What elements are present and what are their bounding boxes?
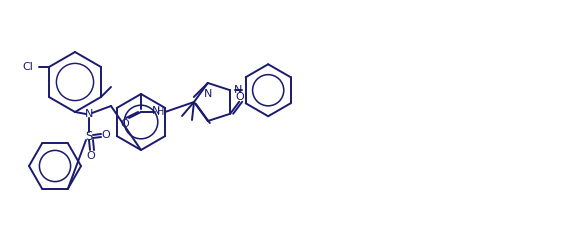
Text: N: N xyxy=(234,85,243,95)
Text: S: S xyxy=(85,129,93,143)
Text: O: O xyxy=(87,151,96,161)
Text: O: O xyxy=(120,119,129,129)
Text: O: O xyxy=(236,92,244,102)
Text: O: O xyxy=(102,130,111,140)
Text: N: N xyxy=(152,106,160,116)
Text: H: H xyxy=(157,107,164,117)
Text: N: N xyxy=(85,109,93,119)
Text: N: N xyxy=(204,89,212,99)
Text: Cl: Cl xyxy=(22,62,33,72)
